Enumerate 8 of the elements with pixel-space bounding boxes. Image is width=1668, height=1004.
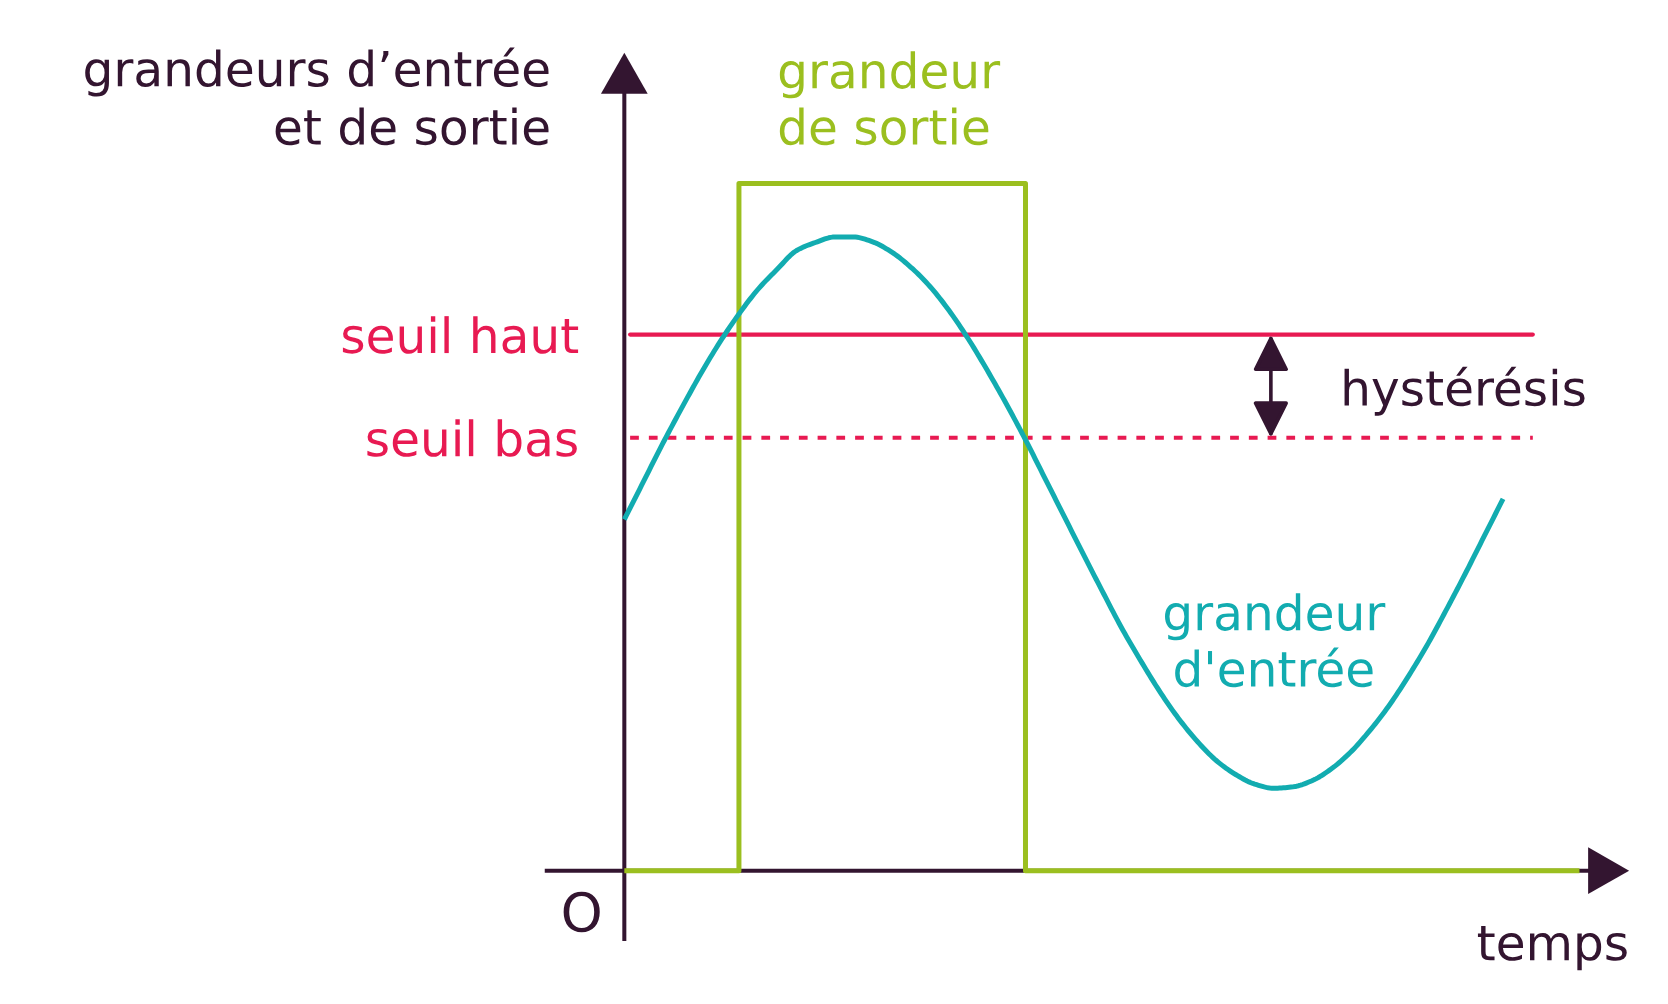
x-axis-title: temps — [1477, 926, 1627, 971]
annotation: hystérésis — [1344, 366, 1585, 416]
y-axis-title: grandeurs d’entrée et de sortie — [85, 47, 549, 146]
text: O — [563, 891, 600, 933]
series-label: grandeur d'entrée — [1165, 593, 1386, 688]
ref-line-label: seuil bas — [367, 419, 577, 457]
ref-line-label: seuil haut — [342, 316, 579, 354]
series-label: grandeur de sortie — [779, 51, 1001, 146]
